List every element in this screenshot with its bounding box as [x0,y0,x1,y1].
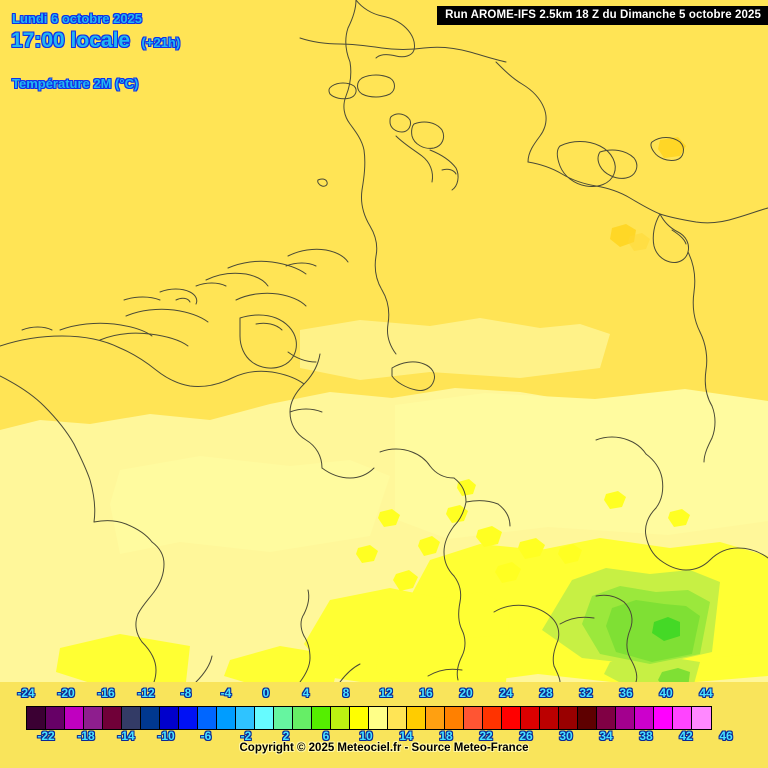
scale-tick-bottom--18: -18 [77,729,95,743]
forecast-time-label: 17:00 locale [11,29,131,52]
color-swatch-0-to-2 [255,707,274,729]
scale-tick-top-4: 4 [302,686,310,700]
color-swatch-22-to-24 [464,707,483,729]
scale-tick-top--4: -4 [220,686,232,700]
scale-tick-top-44: 44 [699,686,713,700]
color-swatch-16-to-18 [407,707,426,729]
color-swatch-34-to-36 [578,707,597,729]
scale-tick-top-12: 12 [379,686,393,700]
model-run-banner: Run AROME-IFS 2.5km 18 Z du Dimanche 5 o… [437,6,768,25]
color-swatch--16-to--14 [103,707,122,729]
forecast-time-row: 17:00 locale (+21h) [11,29,180,53]
color-swatch-14-to-16 [388,707,407,729]
color-swatch-8-to-10 [331,707,350,729]
scale-tick-bottom-2: 2 [282,729,290,743]
scale-tick-top-24: 24 [499,686,513,700]
forecast-lead-time-label: (+21h) [141,35,181,50]
color-swatch-4-to-6 [293,707,312,729]
scale-tick-bottom--22: -22 [37,729,55,743]
scale-tick-top-28: 28 [539,686,553,700]
scale-tick-bottom-26: 26 [519,729,533,743]
color-swatch-28-to-30 [521,707,540,729]
scale-tick-top--12: -12 [137,686,155,700]
scale-tick-top-40: 40 [659,686,673,700]
scale-tick-top--20: -20 [57,686,75,700]
scale-tick-bottom-14: 14 [399,729,413,743]
color-swatch-12-to-14 [369,707,388,729]
color-swatch-24-to-26 [483,707,502,729]
color-swatch--18-to--16 [84,707,103,729]
color-swatch-26-to-28 [502,707,521,729]
scale-tick-top--24: -24 [17,686,35,700]
color-swatch-36-to-38 [597,707,616,729]
scale-tick-top-36: 36 [619,686,633,700]
scale-tick-bottom-10: 10 [359,729,373,743]
scale-tick-bottom--10: -10 [157,729,175,743]
scale-tick-bottom--6: -6 [200,729,212,743]
color-scale-bar[interactable] [26,706,712,730]
scale-tick-bottom-18: 18 [439,729,453,743]
color-swatch-40-to-42 [635,707,654,729]
scale-tick-top-0: 0 [262,686,270,700]
color-swatch-6-to-8 [312,707,331,729]
color-swatch--8-to--6 [179,707,198,729]
color-swatch--12-to--10 [141,707,160,729]
color-swatch-2-to-4 [274,707,293,729]
color-swatch-20-to-22 [445,707,464,729]
color-swatch-42-to-44 [654,707,673,729]
color-swatch-18-to-20 [426,707,445,729]
color-swatch--6-to--4 [198,707,217,729]
forecast-date-label: Lundi 6 octobre 2025 [12,11,143,26]
scale-tick-bottom-46: 46 [719,729,733,743]
scale-tick-bottom-42: 42 [679,729,693,743]
scale-tick-top--8: -8 [180,686,192,700]
color-swatch--22-to--20 [46,707,65,729]
scale-tick-bottom-6: 6 [322,729,330,743]
scale-tick-bottom-34: 34 [599,729,613,743]
parameter-label: Température 2M (°C) [12,76,139,91]
scale-tick-top--16: -16 [97,686,115,700]
color-swatch--20-to--18 [65,707,84,729]
color-swatch--10-to--8 [160,707,179,729]
color-swatch-32-to-34 [559,707,578,729]
scale-tick-bottom-38: 38 [639,729,653,743]
copyright-label: Copyright © 2025 Meteociel.fr - Source M… [239,742,529,754]
scale-tick-bottom--2: -2 [240,729,252,743]
scale-tick-bottom--14: -14 [117,729,135,743]
color-swatch-44-to-46 [673,707,692,729]
color-swatch-30-to-32 [540,707,559,729]
scale-tick-bottom-22: 22 [479,729,493,743]
color-swatch--14-to--12 [122,707,141,729]
color-swatch--2-to-0 [236,707,255,729]
scale-tick-top-32: 32 [579,686,593,700]
scale-tick-bottom-30: 30 [559,729,573,743]
scale-tick-top-8: 8 [342,686,350,700]
temperature-color-scale: -24 -20 -16 -12 -8 -4 0 4 8 12 16 20 24 28 32 36 40 44 -22… [0,682,768,748]
color-swatch--24-to--22 [27,707,46,729]
color-swatch-38-to-40 [616,707,635,729]
color-swatch--4-to--2 [217,707,236,729]
color-swatch-46-to-48 [692,707,711,729]
scale-tick-top-20: 20 [459,686,473,700]
color-swatch-10-to-12 [350,707,369,729]
scale-tick-top-16: 16 [419,686,433,700]
